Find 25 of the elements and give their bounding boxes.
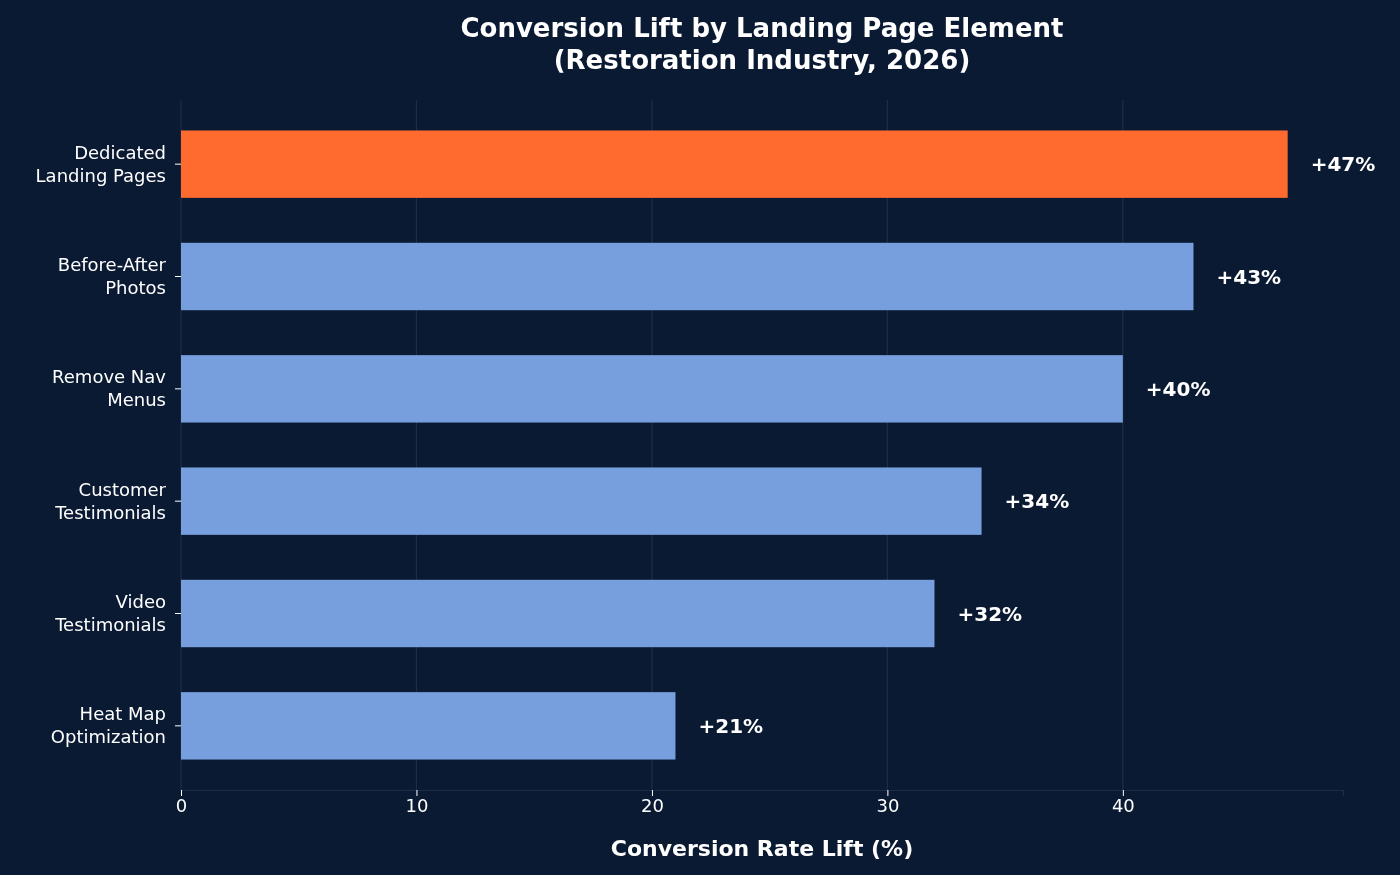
data-label: +43% bbox=[1216, 264, 1282, 289]
y-tick-label: Dedicated Landing Pages bbox=[35, 141, 166, 186]
bar bbox=[181, 579, 935, 648]
y-tick-label: Video Testimonials bbox=[54, 591, 166, 635]
x-axis-title: Conversion Rate Lift (%) bbox=[610, 836, 914, 861]
data-label: +34% bbox=[1004, 489, 1070, 514]
y-tick-label: Heat Map Optimization bbox=[50, 703, 166, 748]
bar bbox=[181, 130, 1288, 198]
x-tick-label: 0 bbox=[175, 794, 188, 816]
x-tick-label: 20 bbox=[640, 794, 664, 816]
x-tick-label: 30 bbox=[876, 794, 900, 816]
data-label: +47% bbox=[1310, 152, 1376, 177]
data-label: +21% bbox=[698, 713, 764, 738]
x-tick-label: 40 bbox=[1111, 794, 1135, 816]
bar bbox=[181, 355, 1123, 423]
bar bbox=[181, 242, 1194, 311]
bar bbox=[181, 692, 676, 760]
y-tick-label: Remove Nav Menus bbox=[52, 366, 167, 411]
data-label: +32% bbox=[957, 601, 1023, 626]
bar bbox=[181, 467, 982, 535]
data-label: +40% bbox=[1145, 376, 1211, 401]
y-tick-label: Before-After Photos bbox=[57, 254, 167, 298]
chart-title: Conversion Lift by Landing Page Element (Restoration Industry, 2026) bbox=[460, 13, 1064, 75]
y-tick-label: Customer Testimonials bbox=[54, 478, 167, 523]
x-tick-label: 10 bbox=[405, 794, 429, 816]
